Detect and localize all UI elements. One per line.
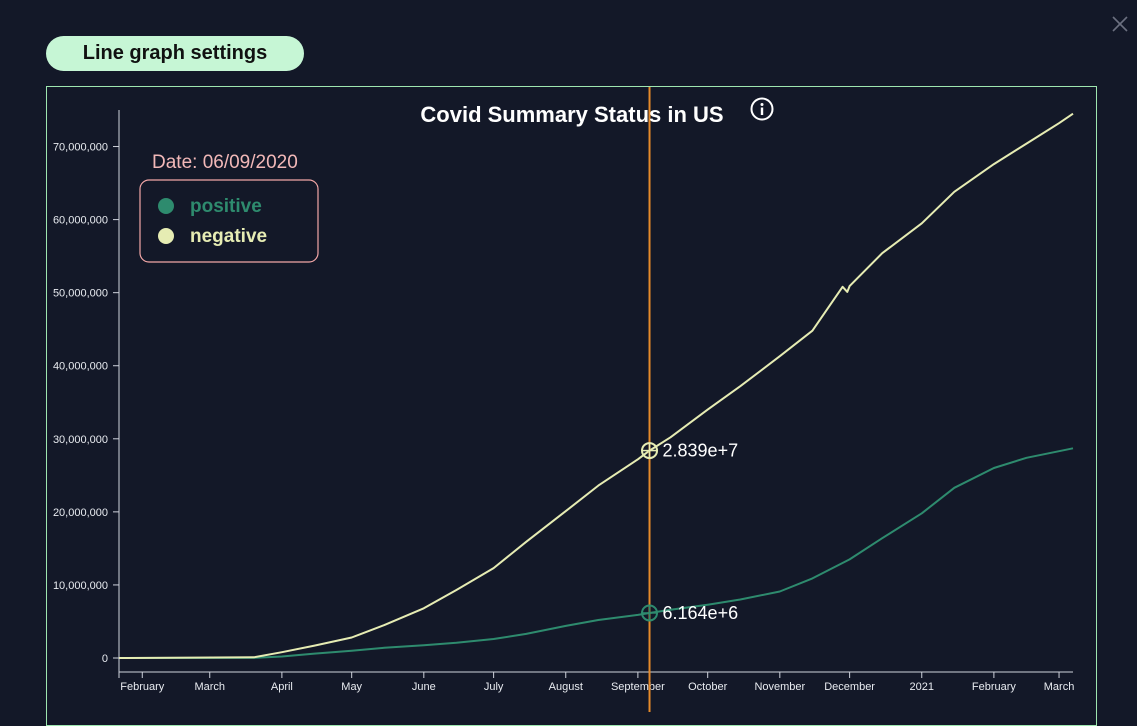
axes: 0 10,000,000 20,000,000 30,000,000 40,000,00…: [53, 110, 1074, 693]
legend-entry-negative[interactable]: negative: [158, 226, 267, 247]
cursor-markers: 2.839e+7 6.164e+6: [641, 441, 739, 623]
x-tick-label: November: [754, 681, 805, 693]
info-icon: [750, 97, 774, 121]
series-line-negative: [118, 112, 1074, 659]
x-tick-label: May: [341, 681, 362, 693]
x-tick-label: August: [549, 681, 583, 693]
cursor-marker-positive: 6.164e+6: [641, 603, 739, 623]
y-tick-label: 0: [102, 653, 108, 665]
legend-label-negative: negative: [190, 226, 267, 247]
y-tick-label: 20,000,000: [53, 507, 108, 519]
legend-date-label: Date: 06/09/2020: [152, 152, 298, 173]
legend-entry-positive[interactable]: positive: [158, 196, 262, 217]
x-tick-label: September: [611, 681, 665, 693]
cursor-value-label-positive: 6.164e+6: [663, 603, 739, 623]
x-tick-label: April: [271, 681, 293, 693]
legend-label-positive: positive: [190, 196, 262, 217]
info-button[interactable]: [750, 97, 774, 121]
x-tick-label: July: [484, 681, 504, 693]
x-tick-label: December: [824, 681, 875, 693]
legend-box: [139, 179, 319, 263]
y-tick-label: 40,000,000: [53, 361, 108, 373]
legend-dot-negative: [158, 228, 174, 244]
legend-dot-positive: [158, 198, 174, 214]
x-tick-label: February: [972, 681, 1017, 693]
x-tick-label: February: [120, 681, 165, 693]
close-icon: [1112, 16, 1128, 32]
x-tick-label: March: [194, 681, 225, 693]
x-tick-label: March: [1044, 681, 1075, 693]
y-tick-label: 70,000,000: [53, 142, 108, 154]
y-tick-label: 50,000,000: [53, 288, 108, 300]
x-tick-label: October: [688, 681, 727, 693]
y-tick-label: 30,000,000: [53, 434, 108, 446]
x-tick-label: 2021: [910, 681, 934, 693]
close-button[interactable]: [1108, 12, 1132, 36]
cursor-marker-negative: 2.839e+7: [641, 441, 739, 461]
series-layer: [118, 112, 1074, 659]
series-line-positive: [118, 447, 1074, 659]
y-tick-label: 10,000,000: [53, 580, 108, 592]
chart-title: Covid Summary Status in US: [420, 102, 723, 127]
y-tick-label: 60,000,000: [53, 215, 108, 227]
x-tick-label: June: [412, 681, 436, 693]
line-graph-settings-button[interactable]: Line graph settings: [46, 36, 304, 71]
cursor-value-label-negative: 2.839e+7: [663, 441, 739, 461]
